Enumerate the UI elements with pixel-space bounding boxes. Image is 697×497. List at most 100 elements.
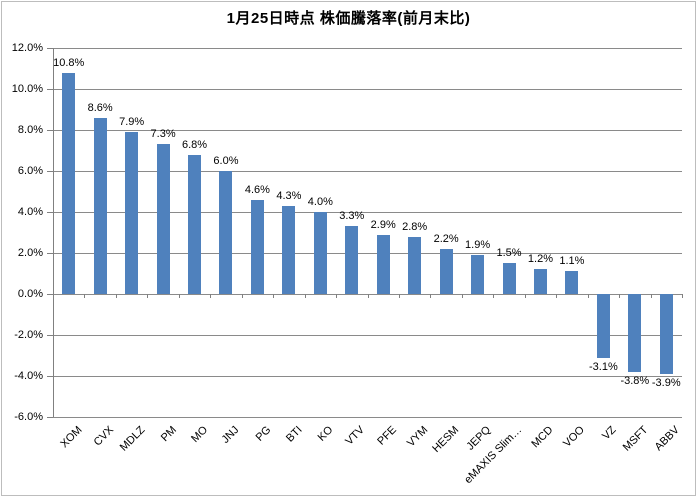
category-label: eMAXIS Slim…	[462, 424, 525, 487]
category-axis-tick	[619, 294, 621, 298]
y-axis-tick	[47, 89, 53, 90]
y-axis-tick	[47, 417, 53, 418]
category-label: VYM	[404, 424, 431, 450]
category-axis-tick	[587, 294, 589, 298]
bar	[376, 234, 390, 294]
y-axis-tick-label: 2.0%	[17, 247, 43, 259]
bar-value-label: 7.9%	[119, 116, 145, 129]
bar-value-label: 4.0%	[307, 196, 333, 208]
category-axis-tick	[304, 294, 306, 298]
bar-value-label: 4.6%	[244, 183, 270, 196]
bar	[408, 236, 422, 294]
category-label: ABBV	[652, 424, 682, 454]
y-axis-line	[53, 48, 54, 417]
bar-value-label: 1.9%	[465, 239, 491, 252]
chart-title: 1月25日時点 株価騰落率(前月末比)	[226, 10, 471, 27]
gridline	[53, 171, 682, 172]
y-axis-tick	[47, 376, 53, 377]
category-axis-tick	[84, 294, 86, 298]
bar	[250, 199, 264, 294]
gridline	[53, 335, 682, 336]
bar-value-label: 2.2%	[433, 232, 459, 245]
gridline	[53, 89, 682, 90]
category-label: MSFT	[620, 424, 651, 454]
category-label: VZ	[600, 424, 619, 443]
category-label: VOO	[561, 424, 588, 450]
y-axis-tick	[47, 130, 53, 131]
gridline	[53, 212, 682, 213]
bar	[659, 294, 673, 374]
category-axis-tick	[336, 294, 338, 298]
bar-value-label: 6.8%	[181, 138, 208, 151]
category-axis-tick	[430, 294, 432, 298]
bar	[93, 117, 107, 294]
bar-value-label: 2.8%	[402, 220, 428, 233]
category-axis-tick	[178, 294, 180, 298]
y-axis-tick-label: -4.0%	[14, 370, 43, 382]
category-label: PG	[253, 424, 273, 444]
bar	[628, 294, 642, 372]
bar	[125, 132, 139, 294]
bar	[188, 154, 202, 294]
y-axis-tick-label: 8.0%	[17, 124, 43, 136]
bar-value-label: -3.8%	[620, 374, 650, 387]
y-axis-tick-label: 6.0%	[17, 165, 43, 177]
category-label: KO	[316, 424, 336, 444]
category-axis-tick	[147, 294, 149, 298]
category-axis-tick	[524, 294, 526, 298]
category-label: JNJ	[219, 424, 242, 446]
category-label: BTI	[283, 424, 305, 445]
y-axis-tick-label: 10.0%	[11, 83, 43, 95]
y-axis-tick-label: 0.0%	[17, 288, 43, 300]
bar	[596, 294, 610, 358]
category-label: JEPQ	[464, 424, 494, 453]
bar	[565, 271, 579, 294]
bar-value-label: -3.1%	[589, 360, 618, 373]
category-label: VTV	[343, 424, 368, 448]
category-axis-tick	[398, 294, 400, 298]
y-axis-tick-label: 4.0%	[17, 206, 43, 218]
category-label: CVX	[91, 424, 116, 449]
bar-value-label: 8.6%	[87, 101, 113, 114]
y-axis-tick-label: 12.0%	[11, 42, 43, 54]
y-axis-tick	[47, 212, 53, 213]
category-axis-tick	[115, 294, 117, 298]
category-axis-tick	[53, 294, 54, 298]
bar	[313, 212, 327, 294]
y-axis-tick	[47, 253, 53, 254]
gridline	[53, 253, 682, 254]
bar-value-label: 6.0%	[213, 155, 239, 167]
category-label: MCD	[529, 424, 556, 451]
gridline	[53, 48, 682, 49]
bar	[62, 72, 76, 294]
gridline	[53, 130, 682, 131]
bar-value-label: 1.2%	[527, 253, 554, 266]
y-axis-tick	[47, 48, 53, 49]
category-axis-tick	[556, 294, 558, 298]
bar	[439, 248, 453, 294]
bar-value-label: 10.8%	[53, 56, 85, 69]
bar	[502, 263, 516, 294]
category-axis-tick	[682, 294, 683, 298]
y-axis-tick	[47, 171, 53, 172]
gridline	[53, 417, 682, 418]
category-label: PM	[158, 424, 179, 445]
bar-value-label: 4.3%	[276, 189, 302, 202]
bar-value-label: 1.5%	[496, 247, 522, 260]
bar-value-label: -3.9%	[651, 376, 681, 389]
category-axis-tick	[461, 294, 463, 298]
bar-value-label: 2.9%	[370, 218, 396, 231]
bar-value-label: 7.3%	[150, 128, 176, 141]
y-axis-tick-label: -2.0%	[14, 329, 43, 341]
bar	[219, 171, 233, 294]
gridline	[53, 376, 682, 377]
category-axis-tick	[273, 294, 275, 298]
category-axis-tick	[367, 294, 369, 298]
bar-value-label: 3.3%	[339, 210, 365, 223]
bar	[282, 205, 296, 294]
y-axis-tick-label: -6.0%	[14, 411, 43, 423]
bar	[471, 255, 485, 294]
y-axis-tick	[47, 294, 53, 295]
